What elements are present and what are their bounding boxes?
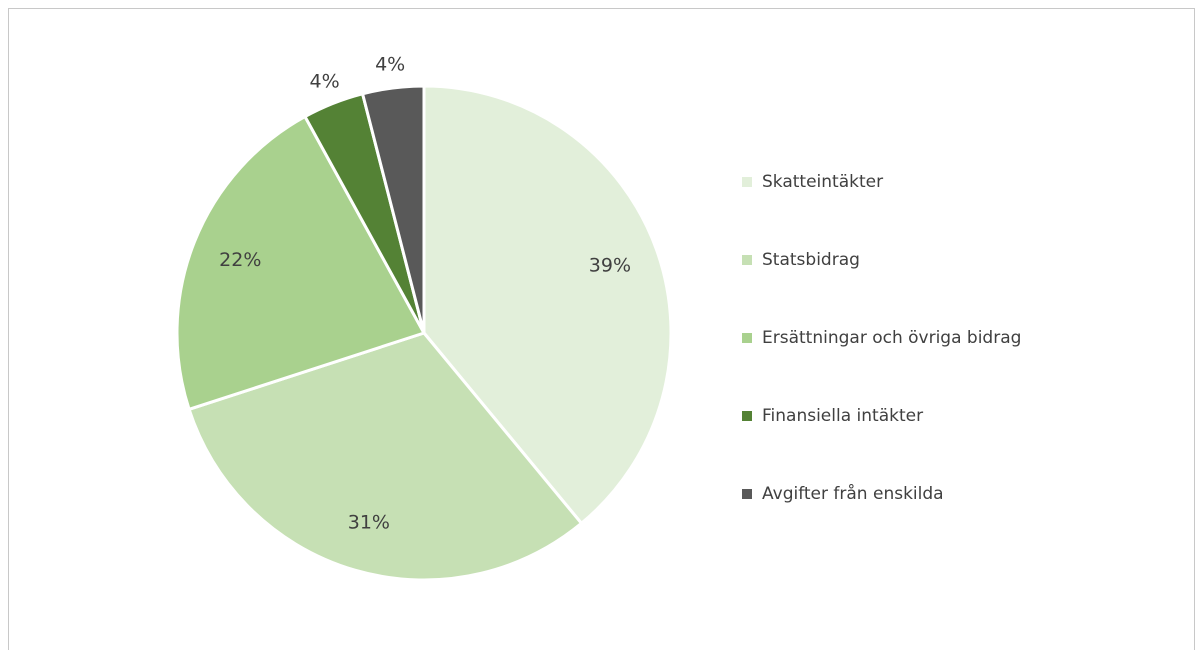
legend-label: Avgifter från enskilda	[762, 483, 944, 504]
legend-swatch	[742, 411, 752, 421]
pie-slice	[360, 84, 426, 334]
pie-slice	[175, 114, 427, 412]
legend-label: Finansiella intäkter	[762, 406, 923, 426]
legend-label: Skatteintäkter	[762, 172, 883, 192]
data-label: 31%	[348, 511, 390, 533]
legend-swatch	[742, 177, 752, 187]
legend-label: Ersättningar och övriga bidrag	[762, 328, 1021, 348]
data-label: 22%	[219, 249, 261, 271]
pie-slice	[187, 331, 584, 582]
legend-swatch	[742, 255, 752, 265]
legend-swatch	[742, 333, 752, 343]
data-label: 39%	[589, 255, 631, 277]
legend-swatch	[742, 489, 752, 499]
pie-slice	[422, 84, 673, 526]
data-label: 4%	[375, 54, 405, 76]
data-label: 4%	[310, 70, 340, 92]
legend-label: Statsbidrag	[762, 250, 860, 270]
